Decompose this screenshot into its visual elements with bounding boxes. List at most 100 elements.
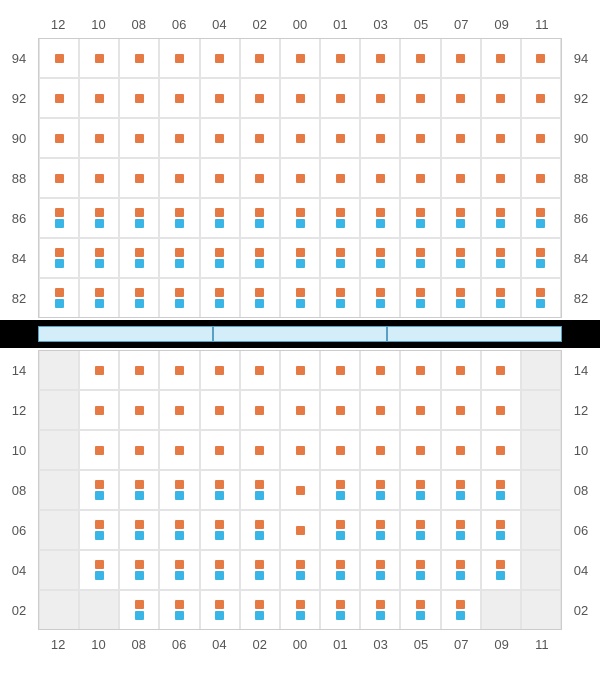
seat-cell[interactable] — [39, 590, 79, 629]
seat-cell[interactable] — [360, 118, 400, 158]
seat-cell[interactable] — [240, 351, 280, 390]
seat-cell[interactable] — [159, 198, 199, 238]
seat-cell[interactable] — [159, 278, 199, 317]
seat-cell[interactable] — [280, 550, 320, 590]
seat-cell[interactable] — [320, 198, 360, 238]
seat-cell[interactable] — [481, 158, 521, 198]
seat-cell[interactable] — [481, 590, 521, 629]
seat-cell[interactable] — [441, 198, 481, 238]
seat-cell[interactable] — [400, 550, 440, 590]
seat-cell[interactable] — [441, 470, 481, 510]
seat-cell[interactable] — [320, 590, 360, 629]
seat-cell[interactable] — [521, 510, 561, 550]
seat-cell[interactable] — [320, 510, 360, 550]
seat-cell[interactable] — [79, 550, 119, 590]
seat-cell[interactable] — [79, 510, 119, 550]
seat-cell[interactable] — [521, 158, 561, 198]
seat-cell[interactable] — [79, 198, 119, 238]
seat-cell[interactable] — [240, 470, 280, 510]
seat-cell[interactable] — [119, 590, 159, 629]
seat-cell[interactable] — [39, 158, 79, 198]
seat-cell[interactable] — [240, 390, 280, 430]
seat-cell[interactable] — [39, 510, 79, 550]
seat-cell[interactable] — [79, 118, 119, 158]
seat-cell[interactable] — [200, 198, 240, 238]
seat-cell[interactable] — [521, 550, 561, 590]
seat-cell[interactable] — [280, 238, 320, 278]
seat-cell[interactable] — [240, 118, 280, 158]
seat-cell[interactable] — [159, 351, 199, 390]
seat-cell[interactable] — [159, 39, 199, 78]
seat-cell[interactable] — [481, 78, 521, 118]
seat-cell[interactable] — [119, 430, 159, 470]
seat-cell[interactable] — [79, 238, 119, 278]
seat-cell[interactable] — [119, 351, 159, 390]
seat-cell[interactable] — [159, 590, 199, 629]
seat-cell[interactable] — [360, 351, 400, 390]
seat-cell[interactable] — [400, 198, 440, 238]
seat-cell[interactable] — [200, 278, 240, 317]
seat-cell[interactable] — [39, 118, 79, 158]
seat-cell[interactable] — [200, 78, 240, 118]
seat-cell[interactable] — [119, 470, 159, 510]
seat-cell[interactable] — [360, 278, 400, 317]
seat-cell[interactable] — [441, 238, 481, 278]
seat-cell[interactable] — [200, 590, 240, 629]
seat-cell[interactable] — [159, 78, 199, 118]
seat-cell[interactable] — [79, 351, 119, 390]
seat-cell[interactable] — [280, 118, 320, 158]
seat-cell[interactable] — [400, 278, 440, 317]
seat-cell[interactable] — [159, 118, 199, 158]
seat-cell[interactable] — [360, 198, 400, 238]
seat-cell[interactable] — [521, 118, 561, 158]
seat-cell[interactable] — [441, 550, 481, 590]
seat-cell[interactable] — [400, 470, 440, 510]
seat-cell[interactable] — [240, 430, 280, 470]
seat-cell[interactable] — [400, 430, 440, 470]
seat-cell[interactable] — [240, 278, 280, 317]
seat-cell[interactable] — [200, 470, 240, 510]
seat-cell[interactable] — [200, 550, 240, 590]
seat-cell[interactable] — [320, 351, 360, 390]
seat-cell[interactable] — [360, 39, 400, 78]
seat-cell[interactable] — [360, 78, 400, 118]
seat-cell[interactable] — [400, 158, 440, 198]
seat-cell[interactable] — [521, 351, 561, 390]
seat-cell[interactable] — [360, 590, 400, 629]
seat-cell[interactable] — [159, 238, 199, 278]
seat-cell[interactable] — [159, 510, 199, 550]
seat-cell[interactable] — [39, 39, 79, 78]
seat-cell[interactable] — [240, 78, 280, 118]
seat-cell[interactable] — [119, 510, 159, 550]
seat-cell[interactable] — [280, 278, 320, 317]
seat-cell[interactable] — [119, 198, 159, 238]
seat-cell[interactable] — [79, 390, 119, 430]
seat-cell[interactable] — [119, 158, 159, 198]
seat-cell[interactable] — [79, 590, 119, 629]
seat-cell[interactable] — [280, 158, 320, 198]
seat-cell[interactable] — [119, 39, 159, 78]
seat-cell[interactable] — [39, 470, 79, 510]
seat-cell[interactable] — [79, 78, 119, 118]
seat-cell[interactable] — [320, 238, 360, 278]
seat-cell[interactable] — [360, 510, 400, 550]
seat-cell[interactable] — [481, 278, 521, 317]
seat-cell[interactable] — [481, 470, 521, 510]
seat-cell[interactable] — [200, 238, 240, 278]
seat-cell[interactable] — [280, 470, 320, 510]
seat-cell[interactable] — [39, 238, 79, 278]
seat-cell[interactable] — [441, 430, 481, 470]
seat-cell[interactable] — [240, 198, 280, 238]
seat-cell[interactable] — [119, 278, 159, 317]
seat-cell[interactable] — [280, 590, 320, 629]
seat-cell[interactable] — [481, 550, 521, 590]
seat-cell[interactable] — [360, 550, 400, 590]
seat-cell[interactable] — [240, 158, 280, 198]
seat-cell[interactable] — [441, 39, 481, 78]
seat-cell[interactable] — [521, 78, 561, 118]
seat-cell[interactable] — [320, 550, 360, 590]
seat-cell[interactable] — [159, 430, 199, 470]
seat-cell[interactable] — [320, 78, 360, 118]
seat-cell[interactable] — [240, 510, 280, 550]
seat-cell[interactable] — [320, 278, 360, 317]
